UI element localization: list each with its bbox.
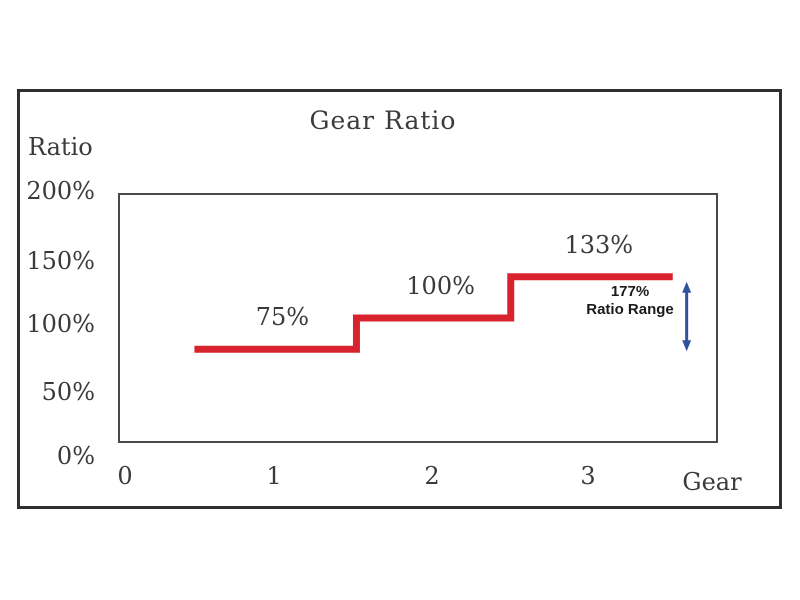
x-tick-2: 2 [402, 464, 462, 488]
y-axis-title: Ratio [28, 133, 93, 161]
y-tick-150: 150% [0, 249, 95, 273]
x-tick-1: 1 [244, 464, 304, 488]
segment-value-label-gear3: 133% [539, 233, 659, 257]
x-axis-title: Gear [662, 468, 762, 496]
segment-value-label-gear2: 100% [381, 274, 501, 298]
chart-title: Gear Ratio [283, 106, 483, 135]
segment-value-label-gear1: 75% [222, 305, 342, 329]
figure: Gear Ratio Ratio Gear 200% 150% 100% 50%… [0, 0, 800, 600]
x-tick-3: 3 [558, 464, 618, 488]
y-tick-50: 50% [0, 380, 95, 404]
y-tick-0: 0% [0, 444, 95, 468]
x-tick-0: 0 [95, 464, 155, 488]
ratio-range-annotation: 177% Ratio Range [555, 283, 705, 319]
ratio-range-value: 177% [555, 283, 705, 301]
y-tick-200: 200% [0, 179, 95, 203]
y-tick-100: 100% [0, 312, 95, 336]
ratio-range-label: Ratio Range [555, 301, 705, 319]
